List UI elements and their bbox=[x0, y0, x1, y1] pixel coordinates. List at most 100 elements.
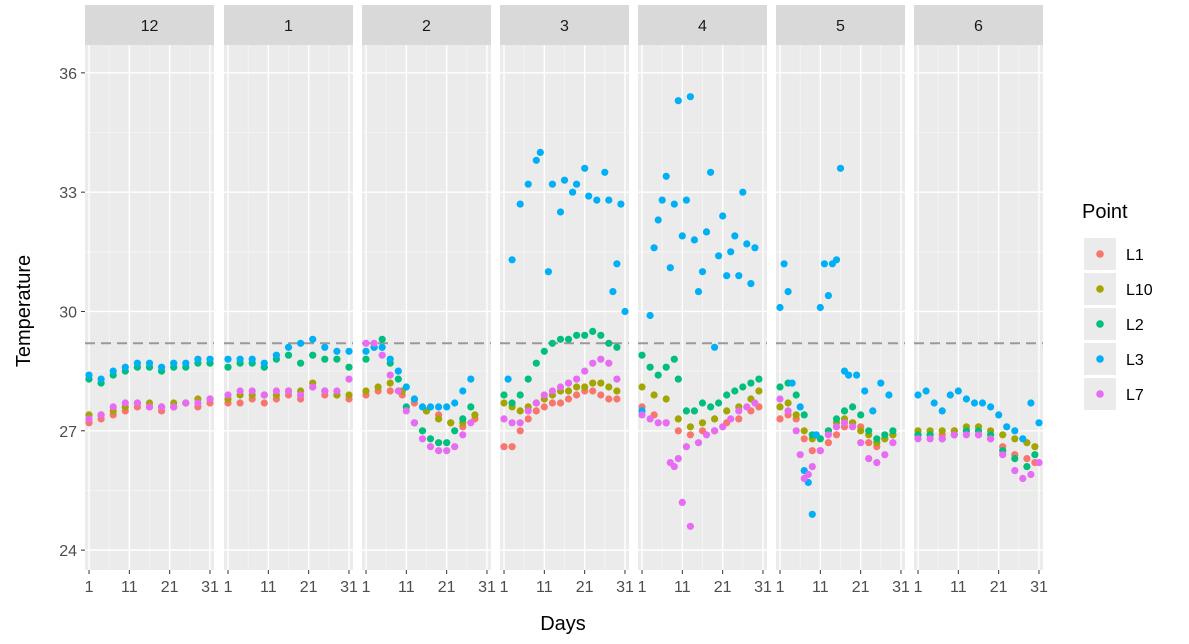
x-tick-label: 1 bbox=[914, 579, 923, 596]
point-l3-m6 bbox=[995, 411, 1003, 419]
point-l7-m6 bbox=[914, 435, 922, 443]
point-l7-m5 bbox=[865, 455, 873, 463]
point-l3-m4 bbox=[694, 288, 703, 296]
point-l7-m6 bbox=[1027, 470, 1035, 479]
point-l2-m2 bbox=[467, 403, 475, 411]
point-l3-m12 bbox=[121, 363, 129, 371]
facet-panel-12: 121 11 21 31 bbox=[85, 5, 219, 596]
point-l3-m3 bbox=[613, 260, 621, 268]
point-l3-m4 bbox=[715, 252, 723, 260]
point-l1-m4 bbox=[686, 431, 695, 439]
point-l3-m6 bbox=[914, 391, 922, 399]
point-l3-m12 bbox=[145, 359, 154, 367]
facet-strip-label: 2 bbox=[422, 18, 431, 35]
x-tick-label: 31 bbox=[1030, 579, 1048, 596]
facet-strip bbox=[776, 5, 905, 45]
point-l7-m1 bbox=[297, 391, 305, 399]
point-l3-m4 bbox=[678, 232, 686, 240]
facet-strip-label: 1 bbox=[284, 18, 293, 35]
point-l10-m2 bbox=[386, 379, 394, 387]
point-l2-m3 bbox=[500, 391, 508, 399]
point-l10-m4 bbox=[686, 423, 695, 431]
point-l1-m3 bbox=[540, 403, 548, 411]
point-l7-m5 bbox=[832, 423, 841, 431]
point-l3-m6 bbox=[1011, 427, 1019, 435]
point-l7-m3 bbox=[548, 387, 557, 395]
facet-strip bbox=[85, 5, 214, 45]
x-tick-label: 21 bbox=[161, 579, 179, 596]
point-l3-m5 bbox=[824, 292, 833, 300]
x-tick-label: 11 bbox=[121, 579, 138, 596]
point-l1-m3 bbox=[605, 395, 613, 403]
legend-item-l10: L10 bbox=[1084, 273, 1153, 305]
point-l3-m5 bbox=[776, 303, 784, 312]
point-l10-m4 bbox=[674, 415, 682, 423]
point-l3-m3 bbox=[556, 208, 565, 216]
x-tick-label: 21 bbox=[438, 579, 456, 596]
facet-strip bbox=[362, 5, 491, 45]
point-l1-m3 bbox=[508, 443, 516, 451]
point-l7-m6 bbox=[999, 451, 1007, 459]
point-l7-m12 bbox=[206, 395, 214, 403]
point-l1-m3 bbox=[589, 387, 597, 395]
point-l2-m5 bbox=[865, 427, 873, 435]
facet-strip bbox=[500, 5, 629, 45]
point-l7-m5 bbox=[816, 447, 824, 455]
point-l3-m6 bbox=[1027, 399, 1035, 407]
point-l2-m3 bbox=[532, 359, 540, 367]
point-l1-m3 bbox=[524, 415, 532, 423]
point-l7-m5 bbox=[808, 463, 816, 471]
facet-strip-label: 5 bbox=[836, 18, 845, 35]
point-l3-m3 bbox=[548, 180, 557, 188]
point-l3-m12 bbox=[194, 355, 202, 363]
point-l7-m2 bbox=[394, 387, 402, 395]
point-l3-m12 bbox=[170, 359, 178, 367]
point-l7-m6 bbox=[1011, 467, 1019, 475]
point-l7-m5 bbox=[881, 451, 889, 459]
point-l2-m5 bbox=[792, 391, 800, 399]
point-l10-m6 bbox=[1011, 435, 1019, 443]
point-l2-m4 bbox=[755, 375, 763, 383]
point-l7-m6 bbox=[926, 435, 934, 443]
facet-panel-1: 11 11 21 31 bbox=[224, 5, 358, 596]
point-l7-m2 bbox=[386, 371, 394, 379]
point-l7-m5 bbox=[840, 419, 849, 427]
point-l2-m6 bbox=[1023, 463, 1031, 471]
point-l3-m12 bbox=[109, 367, 117, 375]
point-l3-m5 bbox=[788, 379, 796, 387]
point-l7-m1 bbox=[236, 387, 244, 395]
point-l2-m5 bbox=[889, 427, 897, 435]
point-l2-m2 bbox=[435, 439, 443, 447]
point-l7-m4 bbox=[694, 439, 703, 447]
point-l10-m5 bbox=[776, 403, 784, 411]
point-l3-m4 bbox=[707, 168, 715, 176]
point-l3-m6 bbox=[970, 399, 979, 407]
point-l7-m1 bbox=[260, 391, 268, 399]
point-l1-m3 bbox=[532, 407, 540, 415]
point-l1-m5 bbox=[800, 435, 808, 443]
point-l3-m2 bbox=[451, 399, 459, 407]
x-tick-label: 11 bbox=[398, 579, 415, 596]
point-l3-m6 bbox=[1019, 435, 1027, 443]
point-l1-m6 bbox=[1023, 455, 1031, 463]
point-l3-m3 bbox=[536, 148, 544, 156]
point-l10-m3 bbox=[581, 383, 589, 391]
point-l3-m4 bbox=[682, 196, 691, 204]
point-l7-m5 bbox=[849, 423, 857, 431]
x-tick-label: 31 bbox=[754, 579, 772, 596]
point-l10-m3 bbox=[605, 383, 613, 391]
point-l3-m5 bbox=[869, 407, 877, 415]
x-axis-title: Days bbox=[540, 613, 586, 635]
point-l10-m3 bbox=[516, 407, 524, 415]
point-l7-m3 bbox=[573, 375, 581, 383]
point-l10-m5 bbox=[857, 427, 865, 435]
point-l10-m5 bbox=[792, 411, 800, 419]
point-l2-m4 bbox=[662, 363, 670, 371]
x-tick-label: 11 bbox=[812, 579, 829, 596]
point-l10-m3 bbox=[597, 379, 605, 387]
legend-item-l1: L1 bbox=[1084, 238, 1144, 270]
point-l7-m12 bbox=[182, 399, 190, 407]
point-l10-m3 bbox=[564, 387, 573, 395]
facet-panel-4: 41 11 21 31 bbox=[638, 5, 772, 596]
